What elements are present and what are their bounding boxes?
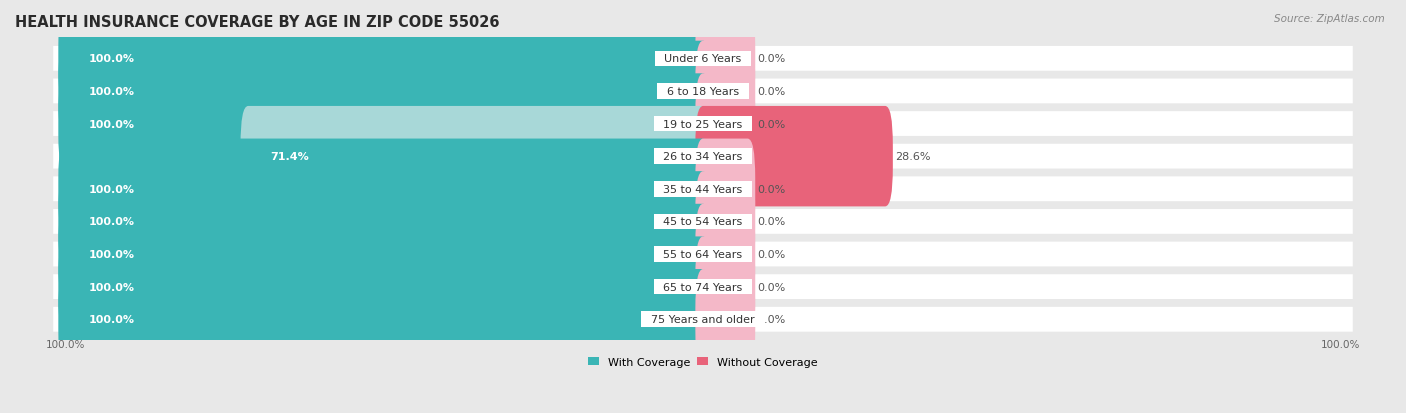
FancyBboxPatch shape — [690, 275, 1353, 299]
FancyBboxPatch shape — [690, 79, 1353, 104]
Text: 100.0%: 100.0% — [1320, 339, 1360, 350]
Legend: With Coverage, Without Coverage: With Coverage, Without Coverage — [583, 352, 823, 371]
Text: 0.0%: 0.0% — [758, 282, 786, 292]
Text: 100.0%: 100.0% — [89, 217, 134, 227]
Text: 100.0%: 100.0% — [89, 184, 134, 194]
Text: 28.6%: 28.6% — [894, 152, 931, 162]
Text: 65 to 74 Years: 65 to 74 Years — [657, 282, 749, 292]
Text: 6 to 18 Years: 6 to 18 Years — [659, 87, 747, 97]
FancyBboxPatch shape — [696, 139, 755, 240]
FancyBboxPatch shape — [690, 307, 1353, 332]
FancyBboxPatch shape — [53, 275, 716, 299]
FancyBboxPatch shape — [58, 42, 710, 142]
Text: 100.0%: 100.0% — [89, 249, 134, 259]
Text: 71.4%: 71.4% — [270, 152, 309, 162]
Text: 0.0%: 0.0% — [758, 314, 786, 325]
FancyBboxPatch shape — [58, 237, 710, 337]
FancyBboxPatch shape — [696, 74, 755, 174]
Text: HEALTH INSURANCE COVERAGE BY AGE IN ZIP CODE 55026: HEALTH INSURANCE COVERAGE BY AGE IN ZIP … — [15, 15, 499, 30]
FancyBboxPatch shape — [690, 47, 1353, 71]
FancyBboxPatch shape — [696, 42, 755, 142]
FancyBboxPatch shape — [53, 47, 716, 71]
Text: 100.0%: 100.0% — [89, 87, 134, 97]
FancyBboxPatch shape — [696, 9, 755, 109]
FancyBboxPatch shape — [696, 269, 755, 370]
FancyBboxPatch shape — [53, 177, 716, 202]
FancyBboxPatch shape — [53, 209, 716, 234]
FancyBboxPatch shape — [53, 79, 716, 104]
Text: 0.0%: 0.0% — [758, 119, 786, 129]
FancyBboxPatch shape — [58, 139, 710, 240]
FancyBboxPatch shape — [53, 307, 716, 332]
FancyBboxPatch shape — [690, 112, 1353, 137]
Text: 0.0%: 0.0% — [758, 184, 786, 194]
FancyBboxPatch shape — [58, 9, 710, 109]
Text: 0.0%: 0.0% — [758, 217, 786, 227]
Text: 26 to 34 Years: 26 to 34 Years — [657, 152, 749, 162]
FancyBboxPatch shape — [696, 107, 893, 207]
FancyBboxPatch shape — [696, 172, 755, 272]
FancyBboxPatch shape — [53, 145, 716, 169]
Text: 75 Years and older: 75 Years and older — [644, 314, 762, 325]
FancyBboxPatch shape — [240, 107, 710, 207]
Text: 0.0%: 0.0% — [758, 54, 786, 64]
Text: 0.0%: 0.0% — [758, 87, 786, 97]
Text: 0.0%: 0.0% — [758, 249, 786, 259]
Text: 19 to 25 Years: 19 to 25 Years — [657, 119, 749, 129]
Text: 100.0%: 100.0% — [89, 282, 134, 292]
FancyBboxPatch shape — [58, 204, 710, 304]
FancyBboxPatch shape — [53, 242, 716, 267]
FancyBboxPatch shape — [53, 112, 716, 137]
Text: 35 to 44 Years: 35 to 44 Years — [657, 184, 749, 194]
Text: 55 to 64 Years: 55 to 64 Years — [657, 249, 749, 259]
FancyBboxPatch shape — [690, 145, 1353, 169]
Text: 100.0%: 100.0% — [89, 54, 134, 64]
FancyBboxPatch shape — [58, 74, 710, 174]
Text: 100.0%: 100.0% — [89, 314, 134, 325]
Text: 45 to 54 Years: 45 to 54 Years — [657, 217, 749, 227]
FancyBboxPatch shape — [690, 242, 1353, 267]
FancyBboxPatch shape — [58, 269, 710, 370]
FancyBboxPatch shape — [58, 172, 710, 272]
Text: 100.0%: 100.0% — [89, 119, 134, 129]
FancyBboxPatch shape — [696, 204, 755, 304]
Text: Source: ZipAtlas.com: Source: ZipAtlas.com — [1274, 14, 1385, 24]
FancyBboxPatch shape — [690, 177, 1353, 202]
FancyBboxPatch shape — [696, 237, 755, 337]
Text: Under 6 Years: Under 6 Years — [658, 54, 748, 64]
Text: 100.0%: 100.0% — [46, 339, 86, 350]
FancyBboxPatch shape — [690, 209, 1353, 234]
